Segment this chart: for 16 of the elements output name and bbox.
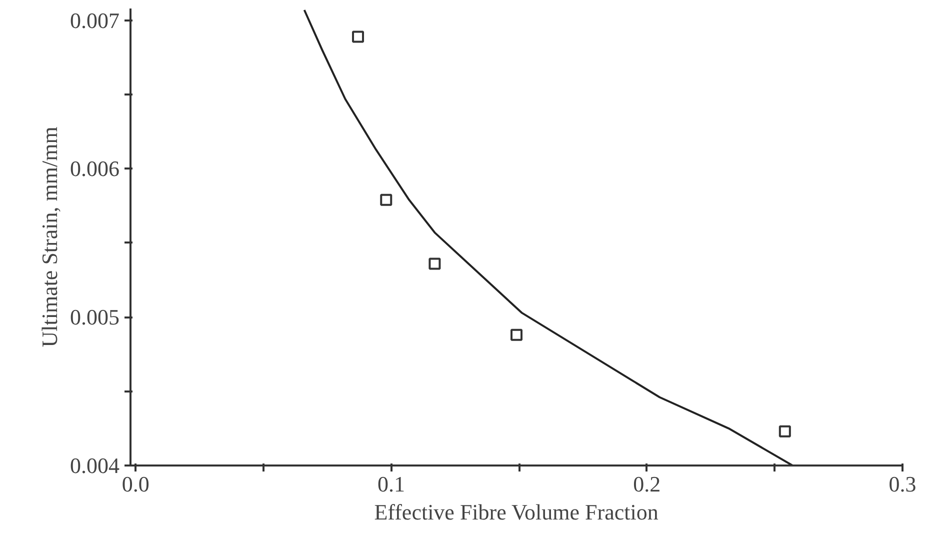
x-tick-label: 0.2 (633, 472, 661, 496)
x-tick-label: 0.1 (377, 472, 405, 496)
y-tick-label: 0.007 (70, 8, 120, 33)
x-axis-title: Effective Fibre Volume Fraction (374, 500, 658, 524)
line-series (303, 8, 794, 466)
point (778, 425, 791, 438)
point (352, 30, 364, 43)
point (428, 258, 441, 270)
y-tick-label: 0.004 (70, 453, 120, 478)
x-tick-label: 0.3 (888, 472, 916, 496)
y-tick-label: 0.006 (70, 156, 120, 182)
y-axis-title: Ultimate Strain, mm/mm (37, 126, 62, 348)
point (380, 194, 392, 206)
y-tick-label: 0.005 (70, 304, 120, 330)
x-tick-label: 0.0 (122, 472, 150, 496)
point (510, 328, 522, 341)
